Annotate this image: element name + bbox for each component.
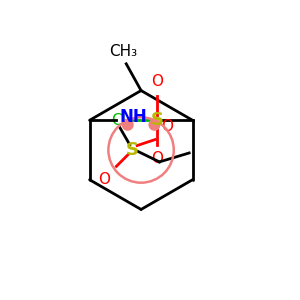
Text: NH: NH [119, 108, 147, 126]
Text: S: S [150, 111, 164, 129]
Circle shape [122, 119, 133, 130]
Text: O: O [151, 152, 163, 166]
Text: O: O [161, 119, 173, 134]
Circle shape [149, 119, 160, 130]
Text: Cl: Cl [111, 113, 126, 128]
Text: O: O [151, 74, 163, 89]
Text: CH₃: CH₃ [109, 44, 137, 59]
Text: O: O [98, 172, 110, 187]
Text: S: S [126, 141, 139, 159]
